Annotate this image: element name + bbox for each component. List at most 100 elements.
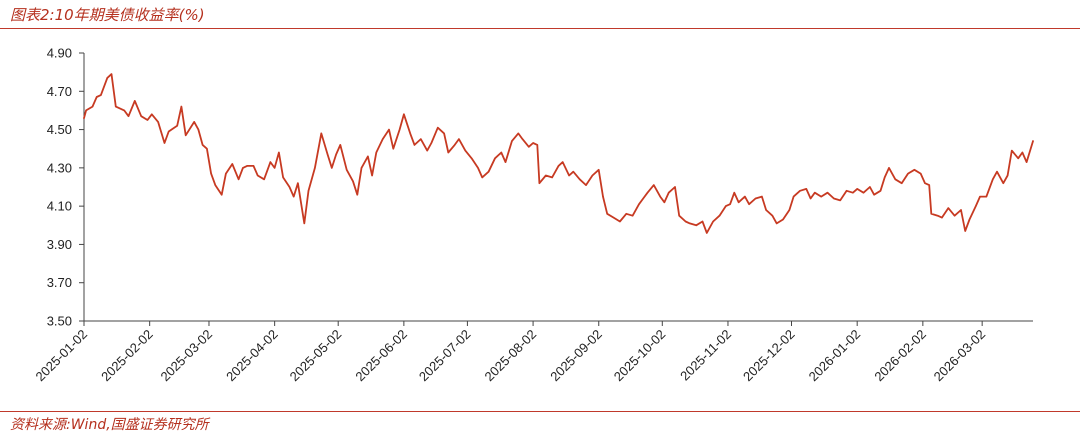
data-point (176, 125, 178, 127)
data-point (168, 130, 170, 133)
data-point (975, 205, 977, 207)
data-point (327, 153, 329, 156)
data-point (134, 100, 136, 102)
data-point (278, 151, 280, 154)
data-point (718, 215, 721, 217)
data-point (729, 203, 731, 205)
data-point (913, 169, 916, 171)
plot-area (83, 73, 1034, 234)
data-point (568, 174, 570, 177)
data-point (115, 106, 117, 108)
data-point (884, 176, 886, 178)
x-tick-label: 2025-06-02 (352, 327, 410, 385)
data-point (413, 144, 416, 146)
data-point (894, 178, 896, 180)
x-tick-label: 2025-02-02 (98, 327, 156, 385)
data-point (521, 138, 524, 140)
y-tick-label: 3.90 (47, 237, 72, 252)
data-point (225, 173, 227, 175)
data-point (538, 182, 541, 184)
data-point (585, 184, 587, 186)
data-point (437, 127, 439, 129)
data-point (269, 161, 271, 163)
data-point (297, 182, 299, 184)
y-tick-label: 3.70 (47, 275, 72, 290)
x-axis: 2025-01-02 2025-02-02 2025-03-02 2025-04-02… (32, 320, 1033, 385)
data-point (793, 196, 795, 198)
data-point (504, 161, 507, 163)
data-point (826, 192, 829, 194)
data-point (706, 232, 708, 234)
x-tick-label: 2026-02-02 (871, 327, 929, 385)
source-note: 资料来源:Wind,国盛证券研究所 (10, 417, 209, 433)
data-point (748, 203, 750, 205)
data-point (388, 129, 390, 131)
data-point (810, 197, 812, 200)
data-point (1007, 174, 1009, 177)
data-point (221, 194, 223, 196)
data-point (852, 192, 854, 194)
data-point (180, 106, 182, 108)
data-point (210, 173, 212, 175)
data-point (992, 178, 994, 180)
data-point (1017, 157, 1019, 159)
data-point (214, 184, 216, 186)
data-point (839, 199, 841, 201)
data-point (572, 171, 574, 173)
data-point (151, 113, 153, 115)
data-point (367, 155, 369, 157)
data-point (85, 109, 87, 111)
data-point (862, 192, 865, 194)
data-point (638, 203, 640, 205)
data-point (246, 165, 248, 167)
data-point (765, 209, 767, 211)
data-point (197, 129, 199, 131)
data-point (928, 184, 930, 186)
data-point (869, 186, 871, 188)
data-point (557, 165, 560, 167)
x-tick-label: 2025-12-02 (740, 327, 798, 385)
data-point (689, 222, 691, 224)
data-point (613, 217, 615, 219)
y-tick-label: 4.30 (47, 160, 72, 175)
data-point (282, 176, 284, 178)
data-point (968, 218, 971, 221)
data-point (481, 176, 483, 178)
data-point (1021, 151, 1024, 154)
data-point (356, 194, 358, 196)
data-point (733, 192, 735, 194)
data-point (140, 115, 142, 117)
data-point (307, 190, 310, 192)
data-point (761, 196, 763, 198)
data-point (106, 77, 108, 79)
data-point (471, 157, 473, 159)
data-point (754, 197, 757, 200)
x-tick-label: 2026-03-02 (931, 327, 989, 385)
data-point (960, 209, 962, 211)
data-point (163, 142, 166, 144)
data-point (477, 167, 479, 169)
y-tick-label: 4.90 (47, 46, 72, 61)
yield-series-line (83, 73, 1034, 234)
data-point (231, 163, 233, 165)
data-point (185, 134, 187, 136)
data-point (799, 190, 801, 192)
data-point (288, 186, 291, 188)
data-point (532, 142, 534, 144)
data-point (653, 184, 655, 186)
data-point (907, 173, 909, 175)
data-point (701, 220, 704, 223)
y-tick-label: 4.10 (47, 199, 72, 214)
data-point (392, 148, 394, 150)
data-point (352, 180, 354, 182)
data-point (257, 174, 259, 177)
data-point (873, 194, 875, 196)
x-tick-label: 2025-11-02 (677, 327, 734, 384)
data-point (528, 146, 530, 148)
x-tick-label: 2025-08-02 (482, 327, 540, 385)
y-tick-label: 4.70 (47, 84, 72, 99)
data-point (242, 167, 244, 169)
data-point (685, 220, 687, 223)
data-point (206, 148, 208, 150)
